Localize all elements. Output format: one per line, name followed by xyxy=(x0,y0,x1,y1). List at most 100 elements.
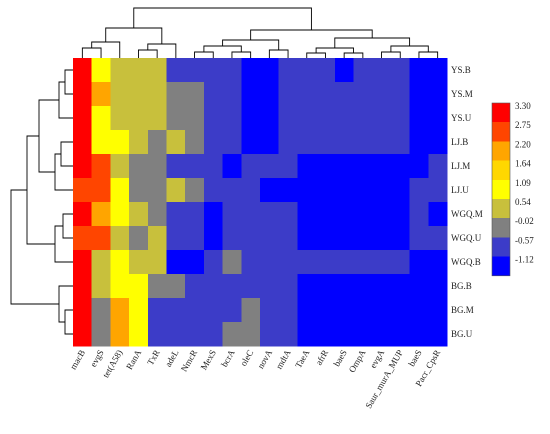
heatmap-cell-YS.U-17 xyxy=(390,106,410,131)
heatmap-cell-WGQ.B-0 xyxy=(73,250,93,275)
heatmap-cell-BG.B-12 xyxy=(297,274,317,299)
heatmap-cell-YS.B-5 xyxy=(166,58,186,83)
heatmap-cell-LJ.M-19 xyxy=(428,154,448,179)
heatmap-cell-BG.B-4 xyxy=(147,274,167,299)
heatmap-cell-YS.M-2 xyxy=(110,82,130,107)
column-dendrogram-branch xyxy=(390,45,429,52)
heatmap-cell-WGQ.B-13 xyxy=(316,250,336,275)
heatmap-cell-WGQ.U-12 xyxy=(297,226,317,251)
column-label: baeS xyxy=(406,348,423,368)
heatmap-cell-LJ.B-3 xyxy=(129,130,149,155)
heatmap-cell-WGQ.U-19 xyxy=(428,226,448,251)
heatmap-cell-YS.B-4 xyxy=(147,58,167,83)
heatmap-cell-YS.U-4 xyxy=(147,106,167,131)
legend-tick-label: -1.12 xyxy=(515,255,534,265)
heatmap-cell-YS.M-8 xyxy=(222,82,242,107)
heatmap-cell-BG.M-10 xyxy=(260,298,280,323)
column-dendrogram-branch xyxy=(250,29,373,40)
heatmap-cell-LJ.M-5 xyxy=(166,154,186,179)
heatmap-cell-BG.B-8 xyxy=(222,274,242,299)
column-dendrogram-branch xyxy=(315,47,354,53)
heatmap-cell-WGQ.U-7 xyxy=(203,226,223,251)
heatmap-cell-BG.U-15 xyxy=(353,322,373,347)
row-label: BG.M xyxy=(451,305,474,315)
heatmap-cell-WGQ.B-6 xyxy=(185,250,205,275)
heatmap-cell-WGQ.B-2 xyxy=(110,250,130,275)
heatmap-cell-LJ.U-3 xyxy=(129,178,149,203)
heatmap-cell-YS.U-3 xyxy=(129,106,149,131)
heatmap-cell-BG.U-3 xyxy=(129,322,149,347)
heatmap-cell-LJ.U-18 xyxy=(409,178,429,203)
heatmap-cell-WGQ.U-18 xyxy=(409,226,429,251)
heatmap-cell-YS.U-6 xyxy=(185,106,205,131)
heatmap-cell-BG.M-7 xyxy=(203,298,223,323)
heatmap-cell-LJ.U-4 xyxy=(147,178,167,203)
heatmap-cell-BG.M-8 xyxy=(222,298,242,323)
heatmap-cell-LJ.U-0 xyxy=(73,178,93,203)
heatmap-cell-YS.U-14 xyxy=(334,106,354,131)
heatmap-cell-LJ.M-15 xyxy=(353,154,373,179)
heatmap-cell-LJ.B-10 xyxy=(260,130,280,155)
heatmap-cell-WGQ.M-12 xyxy=(297,202,317,227)
column-dendrogram-branch xyxy=(334,37,411,48)
heatmap-cell-WGQ.U-4 xyxy=(147,226,167,251)
heatmap-cell-YS.U-15 xyxy=(353,106,373,131)
heatmap-cell-WGQ.B-19 xyxy=(428,250,448,275)
heatmap-cell-WGQ.B-4 xyxy=(147,250,167,275)
heatmap-cell-LJ.B-9 xyxy=(241,130,261,155)
heatmap-cell-YS.U-1 xyxy=(91,106,111,131)
heatmap-cell-LJ.M-7 xyxy=(203,154,223,179)
heatmap-cell-LJ.U-14 xyxy=(334,178,354,203)
legend-swatch xyxy=(492,256,510,277)
column-label: MexS xyxy=(199,348,218,372)
heatmap-cell-WGQ.M-5 xyxy=(166,202,186,227)
row-dendrogram-branch xyxy=(64,69,73,95)
heatmap-cell-LJ.U-7 xyxy=(203,178,223,203)
heatmap-cell-WGQ.U-0 xyxy=(73,226,93,251)
column-dendrogram-branch xyxy=(418,51,439,58)
heatmap-cell-YS.B-17 xyxy=(390,58,410,83)
legend-swatch xyxy=(492,141,510,161)
heatmap-cell-BG.B-0 xyxy=(73,274,93,299)
heatmap-cell-WGQ.B-18 xyxy=(409,250,429,275)
row-dendrogram-branch xyxy=(62,213,73,239)
heatmap-cell-WGQ.U-16 xyxy=(372,226,392,251)
heatmap-cell-LJ.M-0 xyxy=(73,154,93,179)
heatmap-cell-BG.M-14 xyxy=(334,298,354,323)
heatmap-cell-BG.U-16 xyxy=(372,322,392,347)
heatmap-cell-LJ.B-4 xyxy=(147,130,167,155)
legend-tick-label: 3.30 xyxy=(515,101,531,111)
heatmap-cell-LJ.M-17 xyxy=(390,154,410,179)
heatmap-cell-BG.U-12 xyxy=(297,322,317,347)
heatmap-cell-YS.B-1 xyxy=(91,58,111,83)
heatmap-cell-LJ.M-1 xyxy=(91,154,111,179)
heatmap-cell-WGQ.B-7 xyxy=(203,250,223,275)
heatmap-cell-WGQ.B-3 xyxy=(129,250,149,275)
heatmap-cell-YS.U-0 xyxy=(73,106,93,131)
heatmap-cell-BG.M-6 xyxy=(185,298,205,323)
heatmap-cell-WGQ.U-2 xyxy=(110,226,130,251)
row-dendrogram-branch xyxy=(58,81,73,119)
heatmap-cell-LJ.M-2 xyxy=(110,154,130,179)
heatmap-cell-YS.M-17 xyxy=(390,82,410,107)
heatmap-cell-LJ.B-17 xyxy=(390,130,410,155)
column-dendrogram-branch xyxy=(268,49,289,58)
column-label: baeS xyxy=(331,348,348,368)
heatmap-cell-YS.U-8 xyxy=(222,106,242,131)
heatmap-cell-LJ.B-14 xyxy=(334,130,354,155)
heatmap-cell-BG.B-16 xyxy=(372,274,392,299)
heatmap-cell-WGQ.M-7 xyxy=(203,202,223,227)
heatmap-cell-WGQ.B-11 xyxy=(278,250,298,275)
heatmap-cell-WGQ.M-2 xyxy=(110,202,130,227)
heatmap-cell-WGQ.M-13 xyxy=(316,202,336,227)
legend-swatch xyxy=(492,122,510,142)
heatmap-cell-YS.M-12 xyxy=(297,82,317,107)
heatmap-cell-YS.B-12 xyxy=(297,58,317,83)
heatmap-cell-YS.U-12 xyxy=(297,106,317,131)
column-dendrogram-branch xyxy=(203,45,242,52)
column-dendrogram-branch xyxy=(133,7,312,30)
column-dendrogram-branch xyxy=(81,47,102,58)
heatmap-cell-YS.M-18 xyxy=(409,82,429,107)
heatmap-cell-LJ.B-11 xyxy=(278,130,298,155)
